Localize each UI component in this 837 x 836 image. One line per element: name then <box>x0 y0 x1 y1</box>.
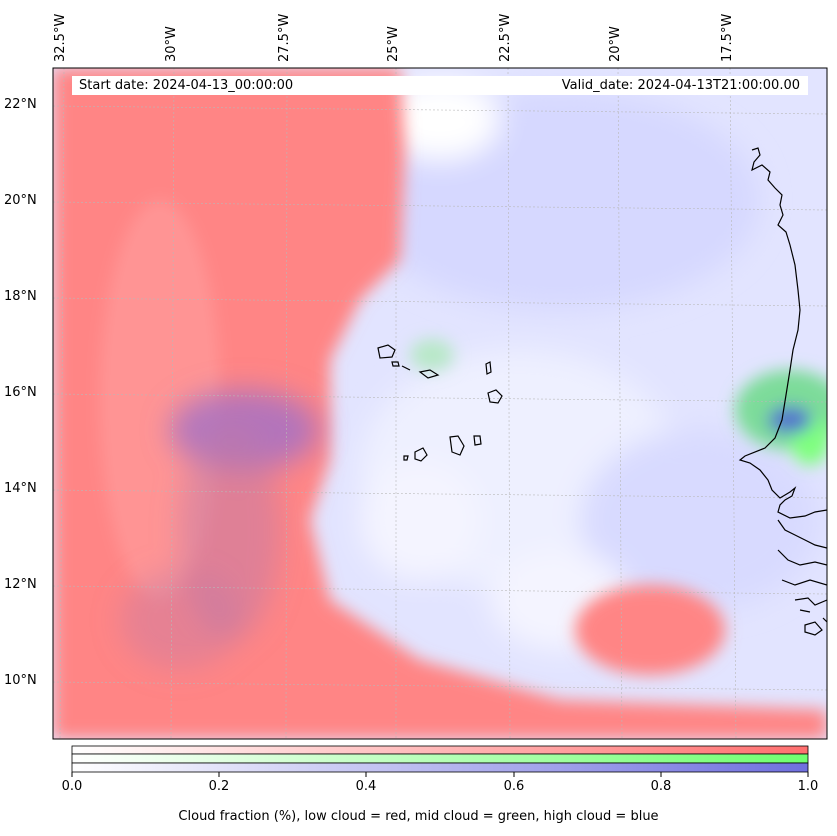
lon-label: 17.5°W <box>720 13 735 62</box>
lon-label: 22.5°W <box>498 13 513 62</box>
info-box <box>72 76 808 95</box>
coast-islets <box>777 519 827 636</box>
colorbar-tick-label: 0.4 <box>355 779 377 794</box>
colorbar-low-cloud <box>71 745 809 755</box>
lon-label: 25°W <box>386 26 401 62</box>
lat-label: 14°N <box>4 481 37 496</box>
cape-verde-islands <box>377 344 503 462</box>
colorbar-tick-label: 0.6 <box>503 779 525 794</box>
lat-label: 22°N <box>4 97 37 112</box>
lon-label: 20°W <box>608 26 623 62</box>
lat-label: 16°N <box>4 385 37 400</box>
high-over-low-field <box>120 390 320 670</box>
start-date-text: Start date: 2024-04-13_00:00:00 <box>79 78 294 93</box>
lat-label: 10°N <box>4 673 37 688</box>
lon-label: 32.5°W <box>53 13 68 62</box>
lon-label: 30°W <box>164 26 179 62</box>
africa-coastline <box>738 147 827 519</box>
colorbar-label: Cloud fraction (%), low cloud = red, mid… <box>178 809 659 824</box>
lat-label: 12°N <box>4 577 37 592</box>
colorbar-tick-label: 1.0 <box>797 779 819 794</box>
lat-label: 18°N <box>4 289 37 304</box>
colorbar-high-cloud <box>71 762 809 773</box>
valid-date-text: Valid_date: 2024-04-13T21:00:00.00 <box>561 78 800 93</box>
colorbar-tick-label: 0.0 <box>61 779 83 794</box>
map-frame <box>52 67 828 740</box>
lon-label: 27.5°W <box>277 13 292 62</box>
colorbar-tick-label: 0.2 <box>208 779 230 794</box>
colorbar <box>71 745 809 777</box>
high-cloud-field <box>360 80 820 650</box>
graticule <box>53 68 827 739</box>
lat-label: 20°N <box>4 193 37 208</box>
colorbar-mid-cloud <box>71 753 809 764</box>
colorbar-tick-label: 0.8 <box>650 779 672 794</box>
